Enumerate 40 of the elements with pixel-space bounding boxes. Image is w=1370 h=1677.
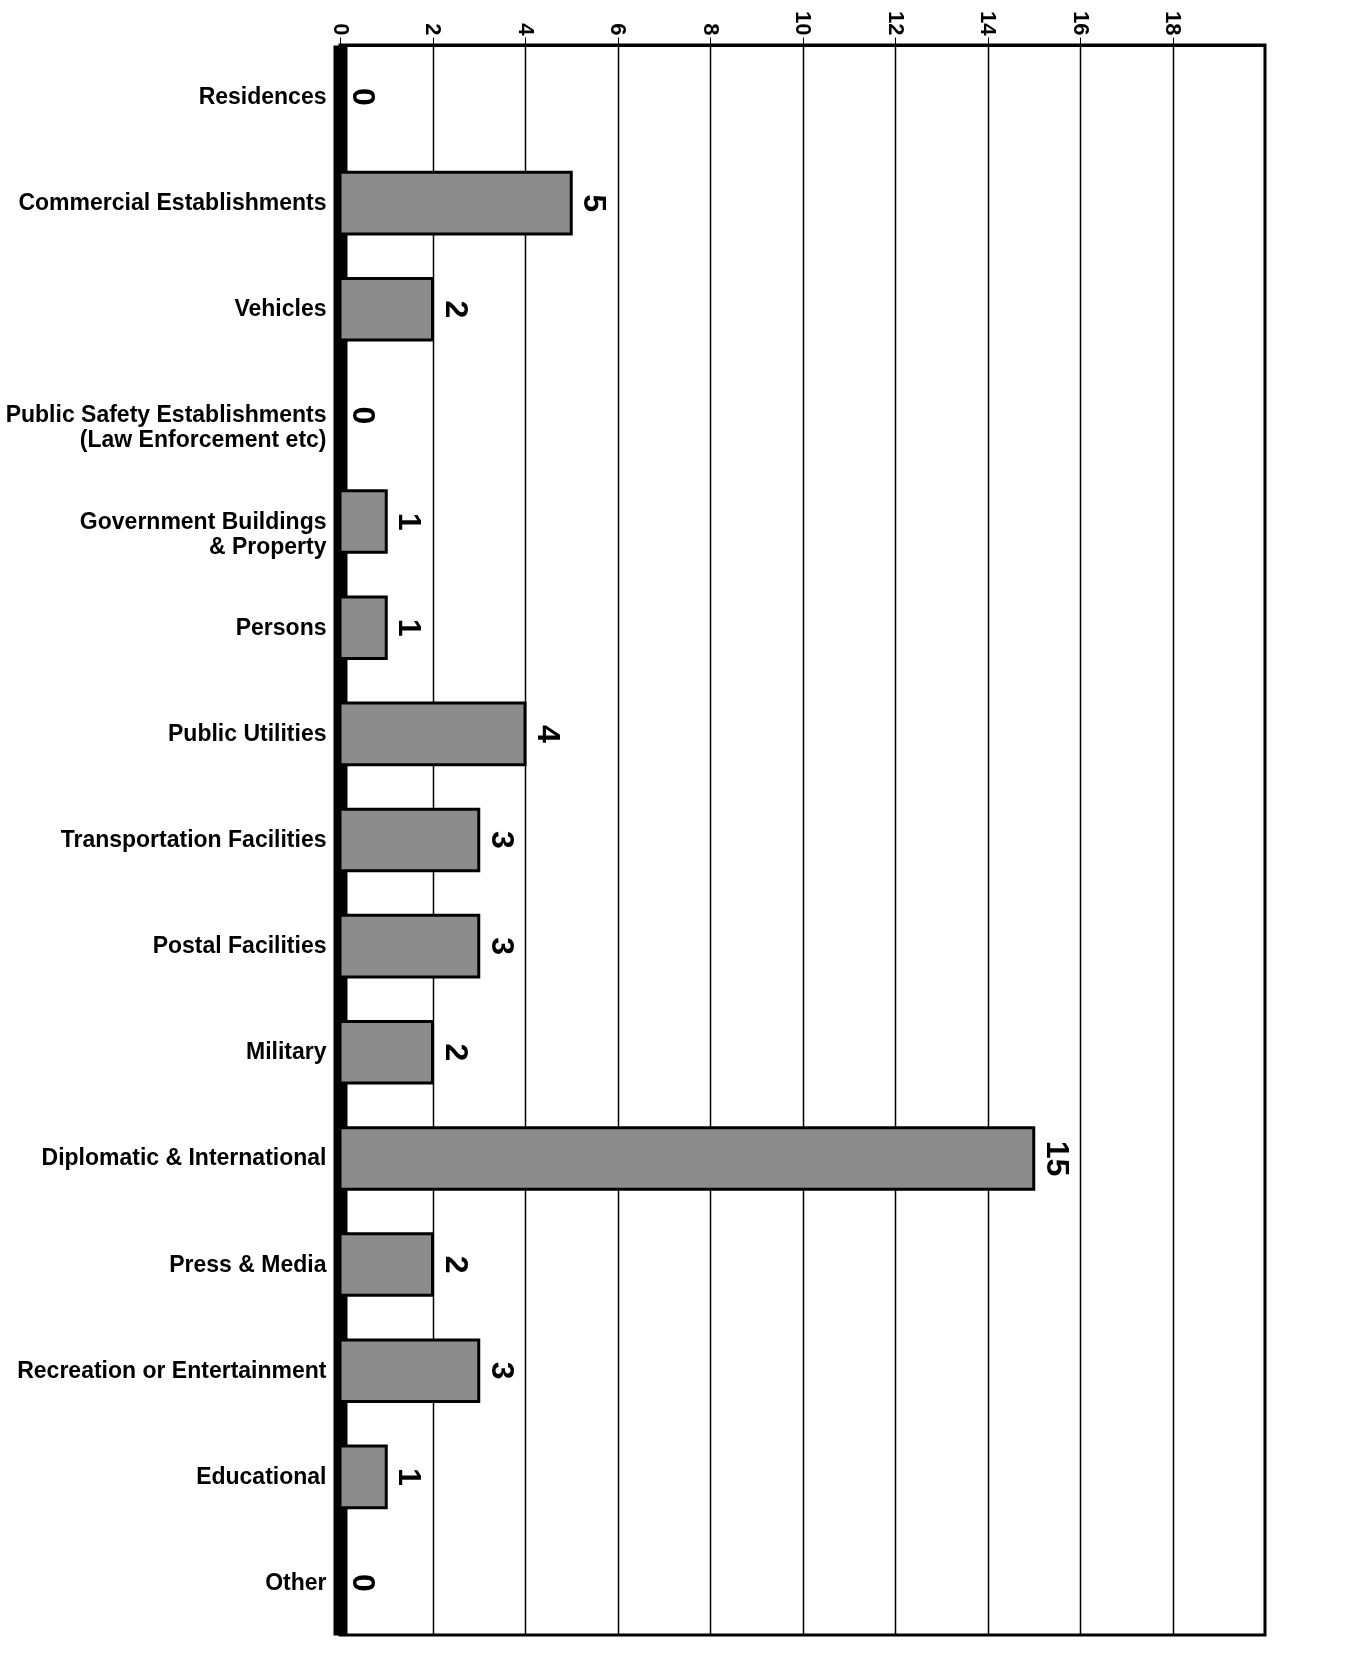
y-tick-label: Residences <box>198 83 327 110</box>
data-label: 0 <box>346 88 382 106</box>
x-tick-label: 18 <box>1161 11 1186 36</box>
data-label: 5 <box>577 194 614 213</box>
x-tick-label: 0 <box>328 23 354 36</box>
data-label: 2 <box>438 1043 475 1062</box>
x-tick-label: 16 <box>1068 11 1094 36</box>
y-tick-label: Public Safety Establishments (Law Enforcement etc) <box>5 401 327 453</box>
data-label: 4 <box>531 724 567 743</box>
x-tick-label: 6 <box>606 23 631 36</box>
y-tick-label: Diplomatic & International <box>41 1144 327 1171</box>
y-tick-label: Military <box>245 1038 327 1065</box>
y-tick-label: Commercial Establishments <box>18 189 327 216</box>
data-label: 15 <box>1039 1140 1076 1177</box>
y-tick-label: Press & Media <box>169 1250 327 1277</box>
y-tick-label: Postal Facilities <box>152 932 327 959</box>
x-tick-label: 10 <box>791 11 816 36</box>
y-tick-label: Public Utilities <box>168 719 327 746</box>
data-label: 0 <box>346 1574 382 1592</box>
x-tick-label: 12 <box>883 11 909 36</box>
y-tick-label: Persons <box>235 613 327 640</box>
data-label: 3 <box>484 831 521 849</box>
x-tick-label: 8 <box>698 23 724 36</box>
data-label: 1 <box>392 512 429 531</box>
y-tick-label: Government Buildings & Property <box>79 507 327 559</box>
y-tick-label: Educational <box>196 1462 327 1489</box>
x-tick-label: 4 <box>513 23 539 37</box>
data-label: 2 <box>438 300 475 319</box>
y-tick-label: Recreation or Entertainment <box>17 1356 327 1383</box>
y-tick-label: Vehicles <box>234 295 327 322</box>
data-label: 0 <box>346 406 382 425</box>
data-label: 1 <box>392 618 429 637</box>
data-label: 3 <box>484 1361 521 1380</box>
x-tick-label: 14 <box>976 11 1001 37</box>
data-label: 2 <box>438 1255 475 1274</box>
data-label: 3 <box>484 937 521 956</box>
data-label: 1 <box>392 1467 429 1486</box>
y-tick-label: Other <box>265 1568 327 1595</box>
y-tick-label: Transportation Facilities <box>60 826 327 852</box>
x-tick-label: 2 <box>421 23 446 36</box>
